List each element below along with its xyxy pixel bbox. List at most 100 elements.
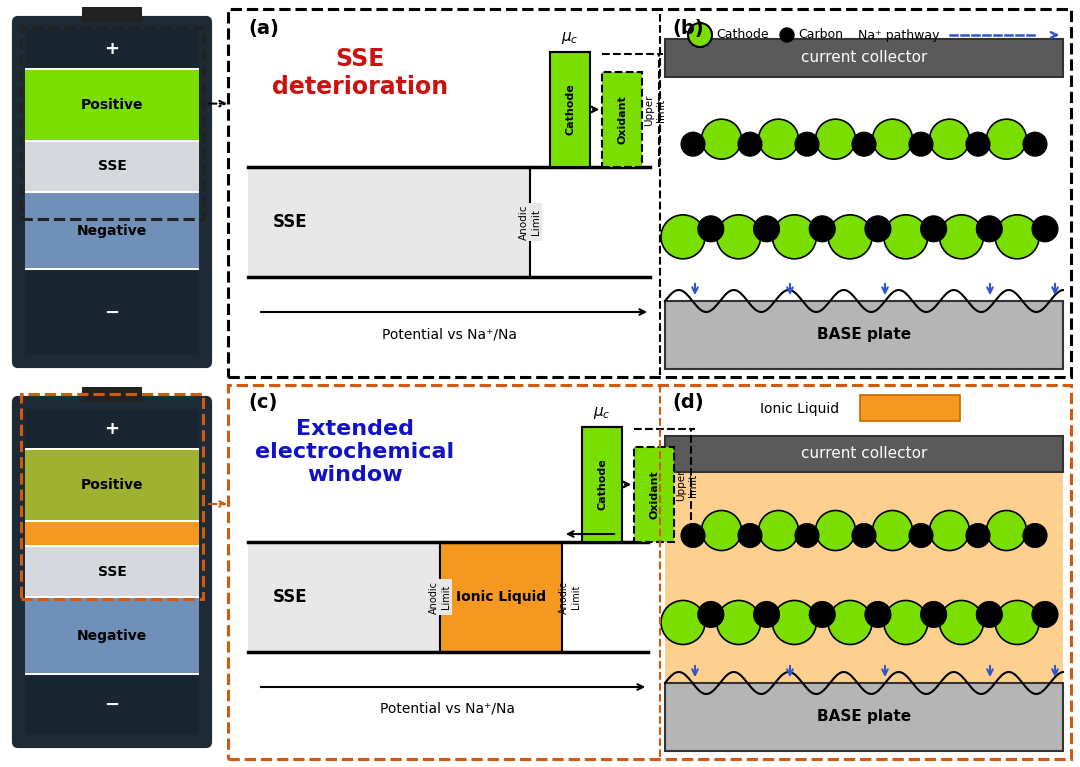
Bar bbox=[25, 29, 199, 68]
Circle shape bbox=[873, 511, 913, 551]
Bar bbox=[248, 542, 440, 652]
Circle shape bbox=[1032, 216, 1058, 242]
Bar bbox=[440, 542, 562, 652]
Circle shape bbox=[920, 601, 946, 627]
Circle shape bbox=[661, 601, 705, 644]
Circle shape bbox=[940, 215, 984, 258]
Circle shape bbox=[754, 601, 780, 627]
Text: Upper
limit: Upper limit bbox=[676, 469, 698, 502]
Bar bbox=[25, 520, 199, 522]
Circle shape bbox=[930, 119, 970, 160]
Text: Positive: Positive bbox=[81, 98, 144, 112]
Circle shape bbox=[930, 511, 970, 551]
Text: SSE: SSE bbox=[97, 160, 126, 173]
Bar bbox=[665, 436, 1063, 472]
Bar bbox=[25, 448, 199, 450]
Text: Na⁺ pathway: Na⁺ pathway bbox=[858, 28, 940, 41]
Text: Potential vs Na⁺/Na: Potential vs Na⁺/Na bbox=[380, 701, 515, 715]
Bar bbox=[228, 385, 1071, 759]
Bar bbox=[25, 673, 199, 675]
Circle shape bbox=[815, 119, 855, 160]
Bar bbox=[82, 387, 143, 402]
Circle shape bbox=[758, 511, 798, 551]
Text: Extended
electrochemical
window: Extended electrochemical window bbox=[256, 419, 455, 486]
Circle shape bbox=[717, 215, 760, 258]
Text: Oxidant: Oxidant bbox=[649, 470, 659, 518]
Text: BASE plate: BASE plate bbox=[816, 709, 912, 725]
Circle shape bbox=[795, 132, 819, 156]
Circle shape bbox=[717, 601, 760, 644]
Text: SSE
deterioration: SSE deterioration bbox=[272, 47, 448, 99]
Bar bbox=[25, 191, 199, 193]
Circle shape bbox=[809, 601, 835, 627]
Circle shape bbox=[698, 216, 724, 242]
Text: current collector: current collector bbox=[800, 51, 928, 65]
Bar bbox=[25, 545, 199, 547]
Circle shape bbox=[772, 215, 816, 258]
Bar bbox=[665, 77, 1063, 303]
Circle shape bbox=[1023, 132, 1047, 156]
Circle shape bbox=[828, 601, 872, 644]
Text: $\mu_c$: $\mu_c$ bbox=[562, 30, 579, 46]
Text: SSE: SSE bbox=[272, 588, 308, 606]
Text: Oxidant: Oxidant bbox=[617, 95, 627, 144]
Circle shape bbox=[1023, 524, 1047, 548]
Text: −: − bbox=[105, 696, 120, 714]
Bar bbox=[25, 450, 199, 520]
Text: +: + bbox=[105, 40, 120, 58]
Text: Cathode: Cathode bbox=[565, 84, 575, 135]
Text: (d): (d) bbox=[672, 393, 704, 412]
Circle shape bbox=[986, 511, 1026, 551]
Text: current collector: current collector bbox=[800, 446, 928, 462]
Bar bbox=[582, 427, 622, 542]
Text: Anodic
Limit: Anodic Limit bbox=[519, 204, 541, 240]
Bar bbox=[25, 268, 199, 270]
Circle shape bbox=[909, 524, 933, 548]
Text: +: + bbox=[105, 420, 120, 437]
Bar bbox=[25, 140, 199, 142]
Bar bbox=[82, 7, 143, 22]
Circle shape bbox=[865, 216, 891, 242]
FancyBboxPatch shape bbox=[14, 398, 210, 746]
Text: Ionic Liquid: Ionic Liquid bbox=[760, 402, 839, 416]
Circle shape bbox=[702, 119, 742, 160]
Bar bbox=[25, 547, 199, 596]
Circle shape bbox=[852, 524, 876, 548]
Circle shape bbox=[688, 23, 712, 47]
Text: Negative: Negative bbox=[77, 629, 147, 643]
Circle shape bbox=[758, 119, 798, 160]
Bar bbox=[25, 675, 199, 735]
Text: SSE: SSE bbox=[272, 213, 308, 231]
Circle shape bbox=[920, 216, 946, 242]
Circle shape bbox=[681, 132, 705, 156]
Bar bbox=[634, 447, 674, 542]
Bar bbox=[25, 409, 199, 448]
Text: −: − bbox=[105, 304, 120, 321]
Circle shape bbox=[995, 601, 1039, 644]
Circle shape bbox=[815, 511, 855, 551]
Text: Carbon: Carbon bbox=[798, 28, 843, 41]
Text: Potential vs Na⁺/Na: Potential vs Na⁺/Na bbox=[381, 327, 516, 341]
Text: Positive: Positive bbox=[81, 478, 144, 492]
Circle shape bbox=[966, 132, 990, 156]
Bar bbox=[25, 270, 199, 355]
Bar bbox=[21, 393, 203, 599]
Bar bbox=[25, 70, 199, 140]
Circle shape bbox=[976, 601, 1002, 627]
Circle shape bbox=[780, 28, 794, 42]
Circle shape bbox=[873, 119, 913, 160]
Circle shape bbox=[1032, 601, 1058, 627]
Circle shape bbox=[795, 524, 819, 548]
FancyBboxPatch shape bbox=[14, 18, 210, 366]
Bar bbox=[21, 27, 203, 219]
Circle shape bbox=[865, 601, 891, 627]
Text: Upper
limit: Upper limit bbox=[644, 95, 665, 127]
Text: Anodic
Limit: Anodic Limit bbox=[559, 581, 581, 614]
Text: SSE: SSE bbox=[97, 565, 126, 578]
Bar bbox=[25, 193, 199, 268]
Circle shape bbox=[702, 511, 742, 551]
Bar bbox=[25, 596, 199, 598]
Circle shape bbox=[883, 215, 928, 258]
Bar bbox=[248, 167, 530, 277]
Bar bbox=[25, 142, 199, 191]
